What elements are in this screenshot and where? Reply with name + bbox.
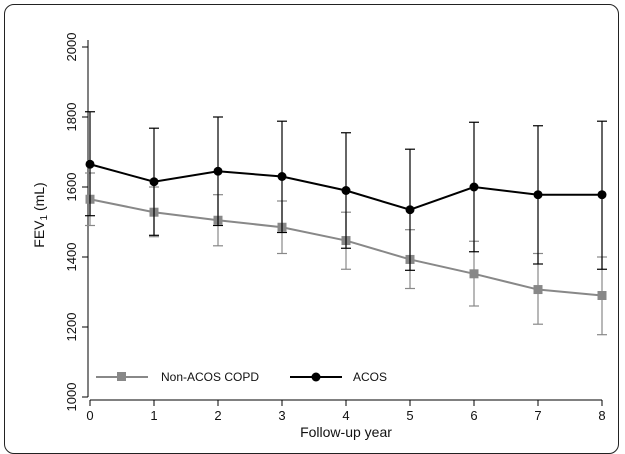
y-axis-title-main: FEV xyxy=(31,220,47,248)
y-axis-title: FEV1 (mL) xyxy=(31,182,50,247)
y-tick-label: 1000 xyxy=(64,383,79,412)
legend-label-acos: ACOS xyxy=(353,370,387,384)
data-point xyxy=(149,177,159,187)
y-ticks: 1000 1200 1400 1600 1800 2000 xyxy=(64,33,88,412)
x-tick-label: 6 xyxy=(470,408,477,423)
data-point xyxy=(277,172,287,181)
x-tick-label: 7 xyxy=(534,408,541,423)
y-tick-label: 1800 xyxy=(64,103,79,132)
x-tick-label: 2 xyxy=(214,408,221,423)
x-tick-label: 5 xyxy=(406,408,413,423)
y-tick-label: 1200 xyxy=(64,313,79,342)
x-tick-label: 0 xyxy=(86,408,93,423)
x-tick-label: 4 xyxy=(342,408,349,423)
data-point xyxy=(597,190,607,200)
data-point xyxy=(469,182,479,192)
legend-label-non-acos-copd: Non-ACOS COPD xyxy=(161,370,259,384)
series-layer xyxy=(85,111,607,336)
fev1-line-chart: 1000 1200 1400 1600 1800 2000 0 1 2 3 4 5 6 7 8 Follo… xyxy=(31,33,607,440)
data-point xyxy=(533,190,543,200)
data-point xyxy=(405,205,415,215)
axes xyxy=(87,40,602,401)
x-tick-label: 8 xyxy=(598,408,605,423)
x-tick-label: 1 xyxy=(150,408,157,423)
x-axis-title: Follow-up year xyxy=(300,424,392,440)
y-tick-label: 2000 xyxy=(64,33,79,62)
y-axis-title-subscript: 1 xyxy=(39,215,50,221)
data-point xyxy=(597,291,607,300)
legend: Non-ACOS COPD ACOS xyxy=(96,370,387,384)
data-point xyxy=(213,166,223,176)
y-tick-label: 1600 xyxy=(64,173,79,202)
x-ticks: 0 1 2 3 4 5 6 7 8 xyxy=(86,400,606,423)
x-tick-label: 3 xyxy=(278,408,285,423)
legend-marker-non-acos-copd xyxy=(117,372,126,381)
legend-marker-acos xyxy=(311,372,321,382)
data-point xyxy=(469,269,479,279)
series-acos xyxy=(85,111,607,271)
data-point xyxy=(85,159,95,169)
y-tick-label: 1400 xyxy=(64,243,79,272)
data-point xyxy=(341,186,351,195)
y-axis-title-unit: (mL) xyxy=(31,182,47,215)
data-point xyxy=(533,285,543,295)
